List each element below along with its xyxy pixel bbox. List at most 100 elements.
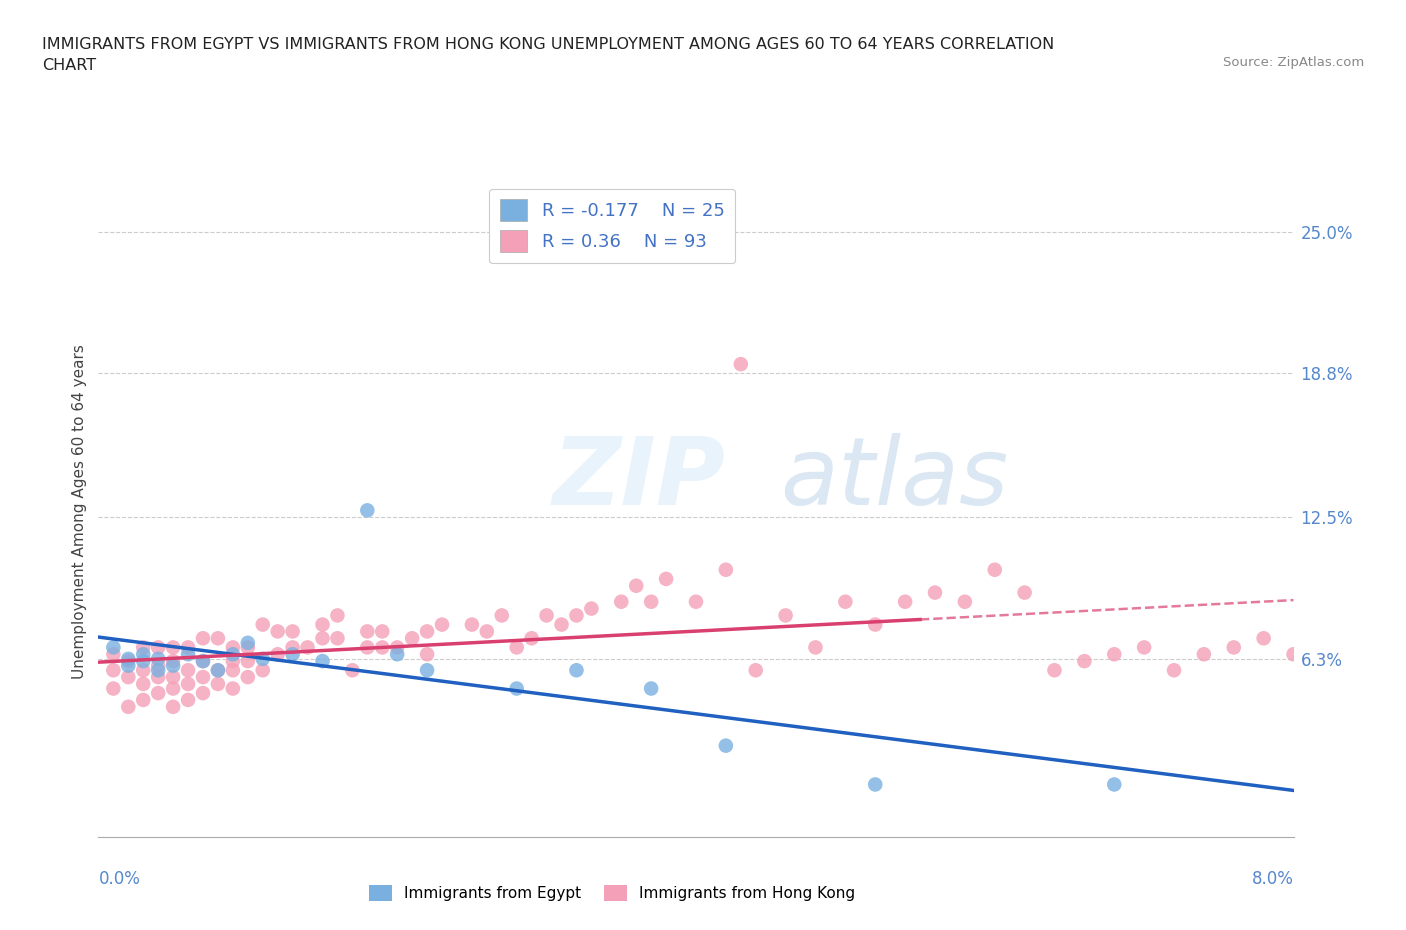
Point [461, 618, 484, 632]
Point [834, 594, 856, 609]
Text: ZIP: ZIP [553, 433, 725, 525]
Point [520, 631, 543, 645]
Point [385, 647, 409, 662]
Point [326, 631, 349, 645]
Point [863, 777, 886, 792]
Point [311, 618, 333, 632]
Point [191, 654, 214, 669]
Point [148, 663, 170, 678]
Point [148, 640, 170, 655]
Text: 8.0%: 8.0% [1251, 870, 1294, 887]
Point [117, 670, 139, 684]
Point [1282, 647, 1305, 662]
Text: IMMIGRANTS FROM EGYPT VS IMMIGRANTS FROM HONG KONG UNEMPLOYMENT AMONG AGES 60 TO: IMMIGRANTS FROM EGYPT VS IMMIGRANTS FROM… [42, 37, 1054, 73]
Point [1102, 647, 1125, 662]
Point [103, 663, 125, 678]
Point [132, 663, 155, 678]
Point [356, 503, 378, 518]
Point [148, 658, 170, 673]
Point [162, 670, 184, 684]
Point [222, 647, 245, 662]
Point [236, 654, 259, 669]
Point [953, 594, 976, 609]
Point [536, 608, 558, 623]
Point [1014, 585, 1036, 600]
Point [236, 670, 259, 684]
Point [236, 640, 259, 655]
Point [550, 618, 572, 632]
Point [342, 663, 364, 678]
Point [162, 658, 184, 673]
Point [730, 357, 752, 372]
Point [148, 651, 170, 666]
Point [103, 681, 125, 696]
Point [610, 594, 633, 609]
Point [565, 663, 588, 678]
Point [371, 624, 394, 639]
Point [385, 640, 409, 655]
Point [281, 647, 304, 662]
Point [775, 608, 797, 623]
Point [506, 681, 529, 696]
Point [222, 663, 245, 678]
Point [252, 651, 274, 666]
Point [222, 640, 245, 655]
Point [117, 658, 139, 673]
Point [177, 647, 200, 662]
Point [162, 699, 184, 714]
Point [685, 594, 707, 609]
Text: Source: ZipAtlas.com: Source: ZipAtlas.com [1223, 56, 1364, 69]
Point [894, 594, 917, 609]
Point [416, 663, 439, 678]
Point [162, 654, 184, 669]
Point [162, 640, 184, 655]
Point [297, 640, 319, 655]
Point [148, 670, 170, 684]
Point [132, 640, 155, 655]
Point [745, 663, 768, 678]
Point [506, 640, 529, 655]
Point [311, 631, 333, 645]
Point [132, 647, 155, 662]
Legend: Immigrants from Egypt, Immigrants from Hong Kong: Immigrants from Egypt, Immigrants from H… [363, 879, 862, 908]
Point [207, 663, 229, 678]
Point [191, 685, 214, 700]
Point [356, 624, 378, 639]
Point [117, 651, 139, 666]
Point [103, 640, 125, 655]
Point [1222, 640, 1246, 655]
Point [267, 647, 290, 662]
Point [117, 699, 139, 714]
Point [132, 693, 155, 708]
Point [565, 608, 588, 623]
Point [491, 608, 513, 623]
Point [475, 624, 498, 639]
Point [267, 624, 290, 639]
Point [924, 585, 946, 600]
Point [207, 663, 229, 678]
Text: atlas: atlas [779, 433, 1008, 525]
Point [1253, 631, 1275, 645]
Point [311, 654, 333, 669]
Text: 0.0%: 0.0% [98, 870, 141, 887]
Point [222, 654, 245, 669]
Point [326, 608, 349, 623]
Point [1073, 654, 1095, 669]
Point [191, 631, 214, 645]
Point [132, 654, 155, 669]
Y-axis label: Unemployment Among Ages 60 to 64 years: Unemployment Among Ages 60 to 64 years [72, 344, 87, 679]
Point [581, 601, 603, 616]
Point [177, 676, 200, 691]
Point [371, 640, 394, 655]
Point [191, 654, 214, 669]
Point [863, 618, 886, 632]
Point [252, 618, 274, 632]
Point [1102, 777, 1125, 792]
Point [640, 594, 662, 609]
Point [640, 681, 662, 696]
Point [222, 681, 245, 696]
Point [148, 685, 170, 700]
Point [162, 681, 184, 696]
Point [624, 578, 647, 593]
Point [1043, 663, 1066, 678]
